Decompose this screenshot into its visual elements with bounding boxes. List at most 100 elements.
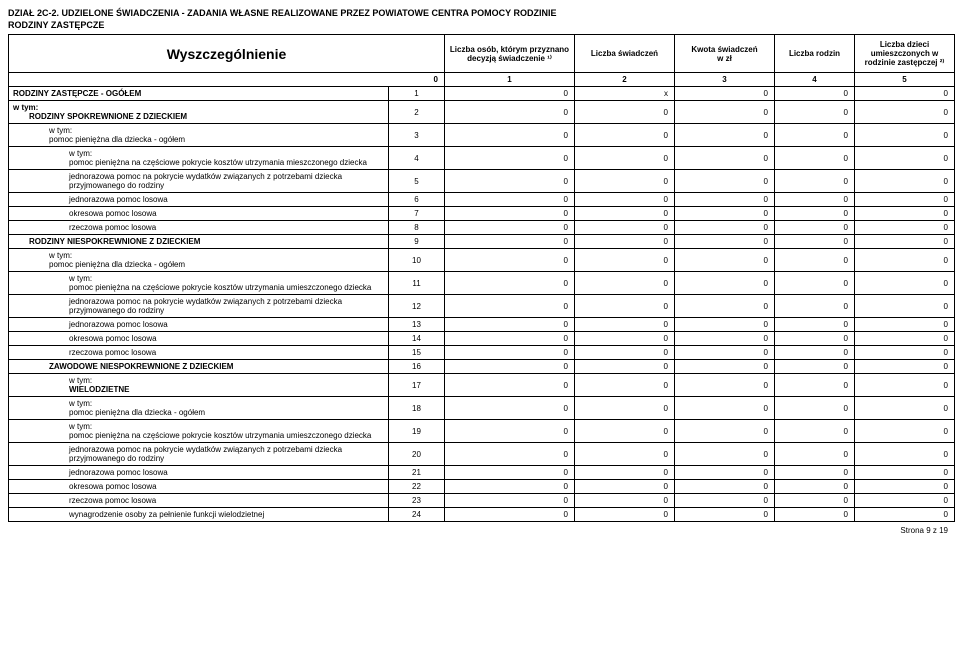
row-value: 0 <box>775 346 855 360</box>
row-value: 0 <box>575 124 675 147</box>
row-value: 0 <box>675 374 775 397</box>
row-value: 0 <box>855 480 955 494</box>
row-value: 0 <box>445 494 575 508</box>
row-value: 0 <box>775 332 855 346</box>
table-row: wynagrodzenie osoby za pełnienie funkcji… <box>9 508 955 522</box>
table-row: RODZINY NIESPOKREWNIONE Z DZIECKIEM90000… <box>9 235 955 249</box>
row-value: 0 <box>675 87 775 101</box>
row-value: 0 <box>575 235 675 249</box>
row-index: 10 <box>389 249 445 272</box>
row-value: 0 <box>675 480 775 494</box>
row-index: 23 <box>389 494 445 508</box>
row-label: w tym:pomoc pieniężna na częściowe pokry… <box>9 147 389 170</box>
row-value: 0 <box>445 193 575 207</box>
row-label: w tym:pomoc pieniężna na częściowe pokry… <box>9 272 389 295</box>
row-value: 0 <box>675 397 775 420</box>
header-idx1: 1 <box>445 73 575 87</box>
row-label: jednorazowa pomoc losowa <box>9 466 389 480</box>
row-value: 0 <box>675 147 775 170</box>
row-value: 0 <box>445 87 575 101</box>
row-value: 0 <box>775 170 855 193</box>
row-value: 0 <box>445 346 575 360</box>
row-value: 0 <box>855 295 955 318</box>
benefits-table: Wyszczególnienie Liczba osób, którym prz… <box>8 34 955 522</box>
row-value: 0 <box>675 508 775 522</box>
header-col4: Liczba rodzin <box>775 35 855 73</box>
row-value: 0 <box>575 207 675 221</box>
row-value: 0 <box>775 207 855 221</box>
row-index: 14 <box>389 332 445 346</box>
row-value: 0 <box>575 466 675 480</box>
table-row: jednorazowa pomoc losowa600000 <box>9 193 955 207</box>
header-col3b: w zł <box>679 54 770 63</box>
row-value: 0 <box>855 374 955 397</box>
row-value: 0 <box>575 249 675 272</box>
row-index: 9 <box>389 235 445 249</box>
row-value: 0 <box>575 508 675 522</box>
row-index: 12 <box>389 295 445 318</box>
header-col2: Liczba świadczeń <box>575 35 675 73</box>
row-value: 0 <box>575 170 675 193</box>
row-value: 0 <box>675 221 775 235</box>
row-value: 0 <box>675 193 775 207</box>
row-index: 16 <box>389 360 445 374</box>
row-value: 0 <box>775 235 855 249</box>
row-index: 18 <box>389 397 445 420</box>
row-value: 0 <box>775 508 855 522</box>
row-index: 6 <box>389 193 445 207</box>
row-value: 0 <box>445 295 575 318</box>
row-value: 0 <box>775 466 855 480</box>
row-index: 3 <box>389 124 445 147</box>
row-value: 0 <box>575 346 675 360</box>
header-col3: Kwota świadczeń w zł <box>675 35 775 73</box>
row-value: 0 <box>855 318 955 332</box>
row-value: 0 <box>445 272 575 295</box>
row-label: okresowa pomoc losowa <box>9 480 389 494</box>
row-value: 0 <box>675 318 775 332</box>
row-value: 0 <box>775 480 855 494</box>
row-value: 0 <box>445 443 575 466</box>
row-value: 0 <box>675 249 775 272</box>
row-value: 0 <box>445 332 575 346</box>
table-row: rzeczowa pomoc losowa1500000 <box>9 346 955 360</box>
row-value: 0 <box>855 170 955 193</box>
row-label: jednorazowa pomoc losowa <box>9 193 389 207</box>
row-value: 0 <box>575 332 675 346</box>
table-row: jednorazowa pomoc na pokrycie wydatków z… <box>9 443 955 466</box>
row-label: okresowa pomoc losowa <box>9 332 389 346</box>
row-value: 0 <box>575 360 675 374</box>
row-value: 0 <box>855 87 955 101</box>
table-row: jednorazowa pomoc na pokrycie wydatków z… <box>9 170 955 193</box>
row-value: 0 <box>855 272 955 295</box>
row-value: 0 <box>675 494 775 508</box>
row-index: 2 <box>389 101 445 124</box>
section-title: DZIAŁ 2C-2. UDZIELONE ŚWIADCZENIA - ZADA… <box>8 8 952 18</box>
row-value: 0 <box>445 360 575 374</box>
table-row: ZAWODOWE NIESPOKREWNIONE Z DZIECKIEM1600… <box>9 360 955 374</box>
row-value: 0 <box>445 221 575 235</box>
row-label: w tym:pomoc pieniężna dla dziecka - ogół… <box>9 397 389 420</box>
row-value: 0 <box>445 207 575 221</box>
row-value: 0 <box>575 295 675 318</box>
header-idx3: 3 <box>675 73 775 87</box>
row-value: 0 <box>575 420 675 443</box>
row-value: 0 <box>445 420 575 443</box>
row-value: 0 <box>775 221 855 235</box>
row-value: 0 <box>675 235 775 249</box>
row-value: 0 <box>575 221 675 235</box>
row-value: 0 <box>675 360 775 374</box>
table-row: rzeczowa pomoc losowa800000 <box>9 221 955 235</box>
row-value: 0 <box>855 397 955 420</box>
table-row: w tym:WIELODZIETNE1700000 <box>9 374 955 397</box>
row-value: 0 <box>575 374 675 397</box>
row-value: x <box>575 87 675 101</box>
page-footer: Strona 9 z 19 <box>8 526 952 535</box>
row-value: 0 <box>675 124 775 147</box>
row-value: 0 <box>445 101 575 124</box>
header-col1: Liczba osób, którym przyznano decyzją św… <box>445 35 575 73</box>
row-value: 0 <box>855 360 955 374</box>
row-label: w tym:pomoc pieniężna dla dziecka - ogół… <box>9 124 389 147</box>
row-value: 0 <box>855 346 955 360</box>
row-label: w tym:WIELODZIETNE <box>9 374 389 397</box>
row-value: 0 <box>855 332 955 346</box>
